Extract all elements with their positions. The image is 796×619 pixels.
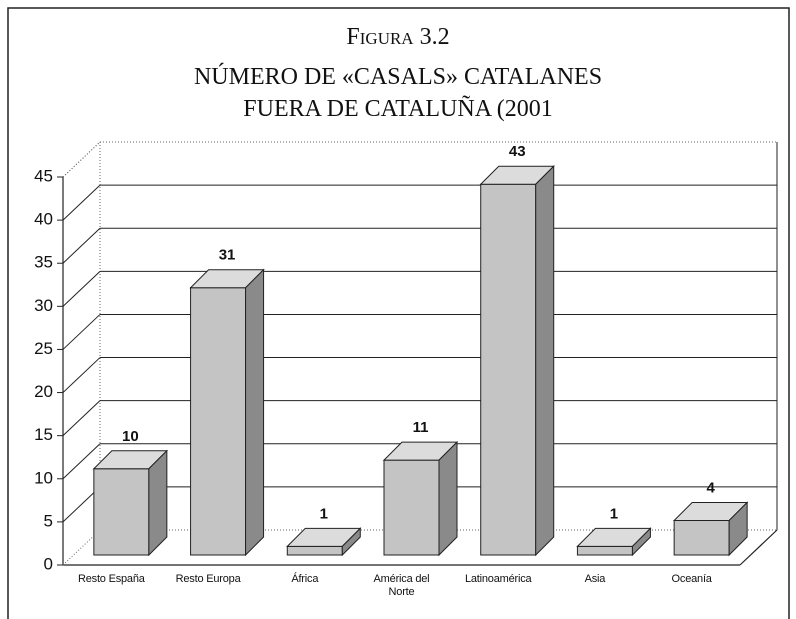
- value-label: 11: [413, 419, 429, 436]
- bar-front: [576, 545, 633, 556]
- value-label: 1: [610, 505, 618, 522]
- y-tick-label: 40: [34, 210, 53, 229]
- chart-title: NÚMERO DE «CASALS» CATALANES: [194, 63, 602, 90]
- x-tick-label: América del Norte: [373, 573, 430, 598]
- floor-edge: [739, 529, 778, 566]
- bar-front: [190, 287, 247, 556]
- y-tick-label: 10: [34, 468, 53, 487]
- bar-side: [245, 268, 265, 557]
- value-label: 43: [509, 143, 526, 160]
- grid-line: [62, 443, 101, 480]
- bar-side: [631, 527, 651, 557]
- y-tick-label: 5: [44, 511, 53, 530]
- y-tick-label: 20: [34, 382, 53, 401]
- y-tick-label: 45: [34, 166, 53, 185]
- x-tick-label: Resto Europa: [175, 573, 241, 585]
- bar-front: [673, 520, 730, 556]
- bar-side: [728, 501, 748, 557]
- x-tick-label: Asia: [584, 573, 606, 585]
- wall-edge: [62, 141, 101, 178]
- grid-line: [62, 184, 101, 221]
- bar-side: [148, 449, 168, 557]
- chart-title: FUERA DE CATALUÑA (2001: [243, 96, 552, 122]
- bar-front: [383, 459, 440, 556]
- bar-front: [480, 183, 537, 556]
- x-tick-label: África: [291, 573, 319, 585]
- figure-label: Figura 3.2: [346, 24, 449, 50]
- x-tick-label: Resto España: [77, 573, 145, 585]
- grid-line: [62, 227, 101, 264]
- y-tick-label: 0: [44, 554, 53, 573]
- bar-front: [286, 545, 343, 556]
- value-label: 1: [320, 505, 328, 522]
- x-tick-label: Latinoamérica: [464, 573, 532, 585]
- y-tick-label: 35: [34, 253, 53, 272]
- grid-line: [62, 141, 101, 178]
- y-tick-label: 15: [34, 425, 53, 444]
- value-label: 10: [122, 428, 139, 445]
- x-tick-label: Oceanía: [671, 573, 712, 585]
- y-tick-label: 25: [34, 339, 53, 358]
- grid-line: [62, 400, 101, 437]
- grid-line: [62, 270, 101, 307]
- value-label: 4: [706, 480, 715, 497]
- grid-line: [62, 357, 101, 393]
- bar-side: [535, 165, 555, 557]
- bar-side: [438, 440, 458, 557]
- value-label: 31: [219, 247, 236, 264]
- frame: [7, 7, 790, 619]
- bar-front: [93, 468, 150, 556]
- grid-line: [62, 314, 101, 350]
- y-tick-label: 30: [34, 296, 53, 315]
- bar-side: [341, 527, 361, 557]
